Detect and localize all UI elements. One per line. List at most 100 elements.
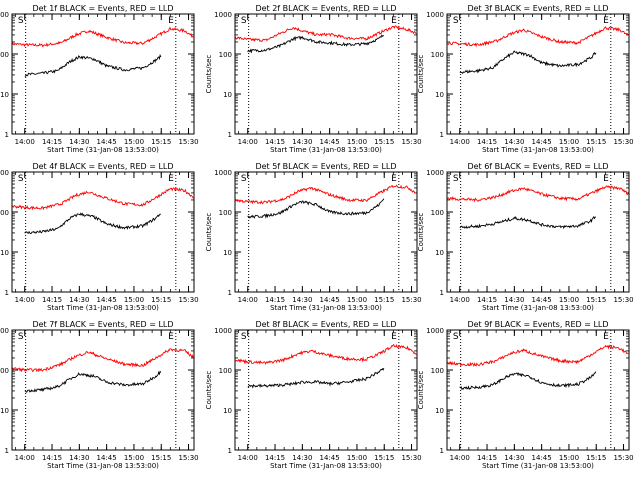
plot-frame [446,329,630,451]
x-tick-label: 14:30 [69,296,89,304]
start-marker-label: S [18,174,24,184]
x-axis-label: Start Time (31-Jan-08 13:53:00) [482,304,594,312]
y-tick-label: 10 [223,91,232,99]
y-tick-label: 100 [0,209,9,217]
detector-panel-3: Det 3f BLACK = Events, RED = LLD Start Ti… [417,4,634,154]
y-tick-label: 1 [5,289,9,297]
plot-frame [234,329,418,451]
detector-panel-5: Det 5f BLACK = Events, RED = LLD Start Ti… [205,162,422,312]
end-marker-label: E [168,174,174,184]
x-tick-label: 14:30 [69,138,89,146]
y-tick-label: 1 [440,447,444,455]
panel-title: Det 9f BLACK = Events, RED = LLD [467,320,608,329]
x-tick-label: 15:00 [124,138,144,146]
lld-series-line [447,26,629,48]
plot-frame [11,171,195,293]
x-tick-label: 14:30 [69,454,89,462]
x-tick-label: 14:30 [504,296,524,304]
x-tick-label: 14:45 [97,138,117,146]
x-tick-label: 14:15 [265,138,285,146]
x-tick-label: 14:00 [238,138,258,146]
x-tick-label: 15:00 [124,454,144,462]
lld-series-line [234,343,417,365]
y-tick-label: 100 [431,209,444,217]
panel-title: Det 5f BLACK = Events, RED = LLD [255,162,396,171]
panel-title: Det 6f BLACK = Events, RED = LLD [467,162,608,171]
x-tick-label: 14:45 [532,454,552,462]
y-tick-label: 10 [0,91,9,99]
plot-frame [446,13,630,135]
end-marker-label: E [603,332,609,342]
x-tick-label: 15:15 [586,296,606,304]
x-tick-label: 15:30 [401,138,421,146]
x-tick-label: 14:15 [42,454,62,462]
x-axis-label: Start Time (31-Jan-08 13:53:00) [270,304,382,312]
x-tick-label: 15:30 [613,454,633,462]
y-tick-label: 1 [440,131,444,139]
x-tick-label: 15:00 [347,454,367,462]
y-tick-label: 1 [5,447,9,455]
y-axis-label: Counts/sec [417,55,425,94]
x-tick-label: 14:45 [320,138,340,146]
x-tick-label: 15:30 [178,454,198,462]
x-tick-label: 14:15 [42,296,62,304]
x-tick-label: 14:30 [504,138,524,146]
y-tick-label: 1000 [426,327,444,335]
end-marker-label: E [391,332,397,342]
detector-panel-6: Det 6f BLACK = Events, RED = LLD Start Ti… [417,162,634,312]
x-tick-label: 14:30 [292,296,312,304]
panel-title: Det 2f BLACK = Events, RED = LLD [255,4,396,13]
x-tick-label: 15:00 [347,138,367,146]
y-tick-label: 1000 [0,169,9,177]
y-axis-label: Counts/sec [205,371,213,410]
plot-frame [234,171,418,293]
x-tick-label: 14:30 [292,138,312,146]
y-tick-label: 100 [219,209,232,217]
start-marker-label: S [241,16,247,26]
x-tick-label: 15:00 [124,296,144,304]
x-tick-label: 15:00 [347,296,367,304]
y-tick-label: 1 [228,131,232,139]
x-tick-label: 14:15 [42,138,62,146]
x-tick-label: 14:45 [97,296,117,304]
lld-series-line [11,348,194,373]
x-tick-label: 14:45 [97,454,117,462]
x-tick-label: 15:30 [178,296,198,304]
x-tick-label: 14:15 [265,454,285,462]
x-tick-label: 14:00 [15,296,35,304]
start-marker-label: S [453,16,459,26]
events-series-line [459,50,597,75]
y-tick-label: 100 [0,367,9,375]
y-tick-label: 1 [228,289,232,297]
x-tick-label: 14:00 [15,138,35,146]
y-tick-label: 10 [435,407,444,415]
y-tick-label: 10 [435,91,444,99]
x-tick-label: 14:00 [450,138,470,146]
panel-title: Det 4f BLACK = Events, RED = LLD [32,162,173,171]
x-tick-label: 15:15 [151,138,171,146]
y-axis-label: Counts/sec [205,55,213,94]
lld-series-line [234,184,417,205]
x-tick-label: 14:30 [292,454,312,462]
detector-panel-9: Det 9f BLACK = Events, RED = LLD Start Ti… [417,320,634,470]
x-tick-label: 15:00 [559,138,579,146]
start-marker-label: S [241,174,247,184]
x-tick-label: 14:15 [265,296,285,304]
detector-panel-8: Det 8f BLACK = Events, RED = LLD Start Ti… [205,320,422,470]
y-tick-label: 1000 [214,327,232,335]
start-marker-label: S [453,332,459,342]
y-tick-label: 10 [435,249,444,257]
x-tick-label: 14:00 [450,296,470,304]
x-tick-label: 14:00 [450,454,470,462]
y-tick-label: 10 [223,249,232,257]
x-tick-label: 15:15 [586,454,606,462]
y-tick-label: 100 [431,367,444,375]
x-axis-label: Start Time (31-Jan-08 13:53:00) [482,462,594,470]
x-tick-label: 15:15 [151,296,171,304]
end-marker-label: E [391,174,397,184]
x-tick-label: 14:30 [504,454,524,462]
start-marker-label: S [241,332,247,342]
y-tick-label: 10 [0,407,9,415]
x-tick-label: 15:15 [374,454,394,462]
